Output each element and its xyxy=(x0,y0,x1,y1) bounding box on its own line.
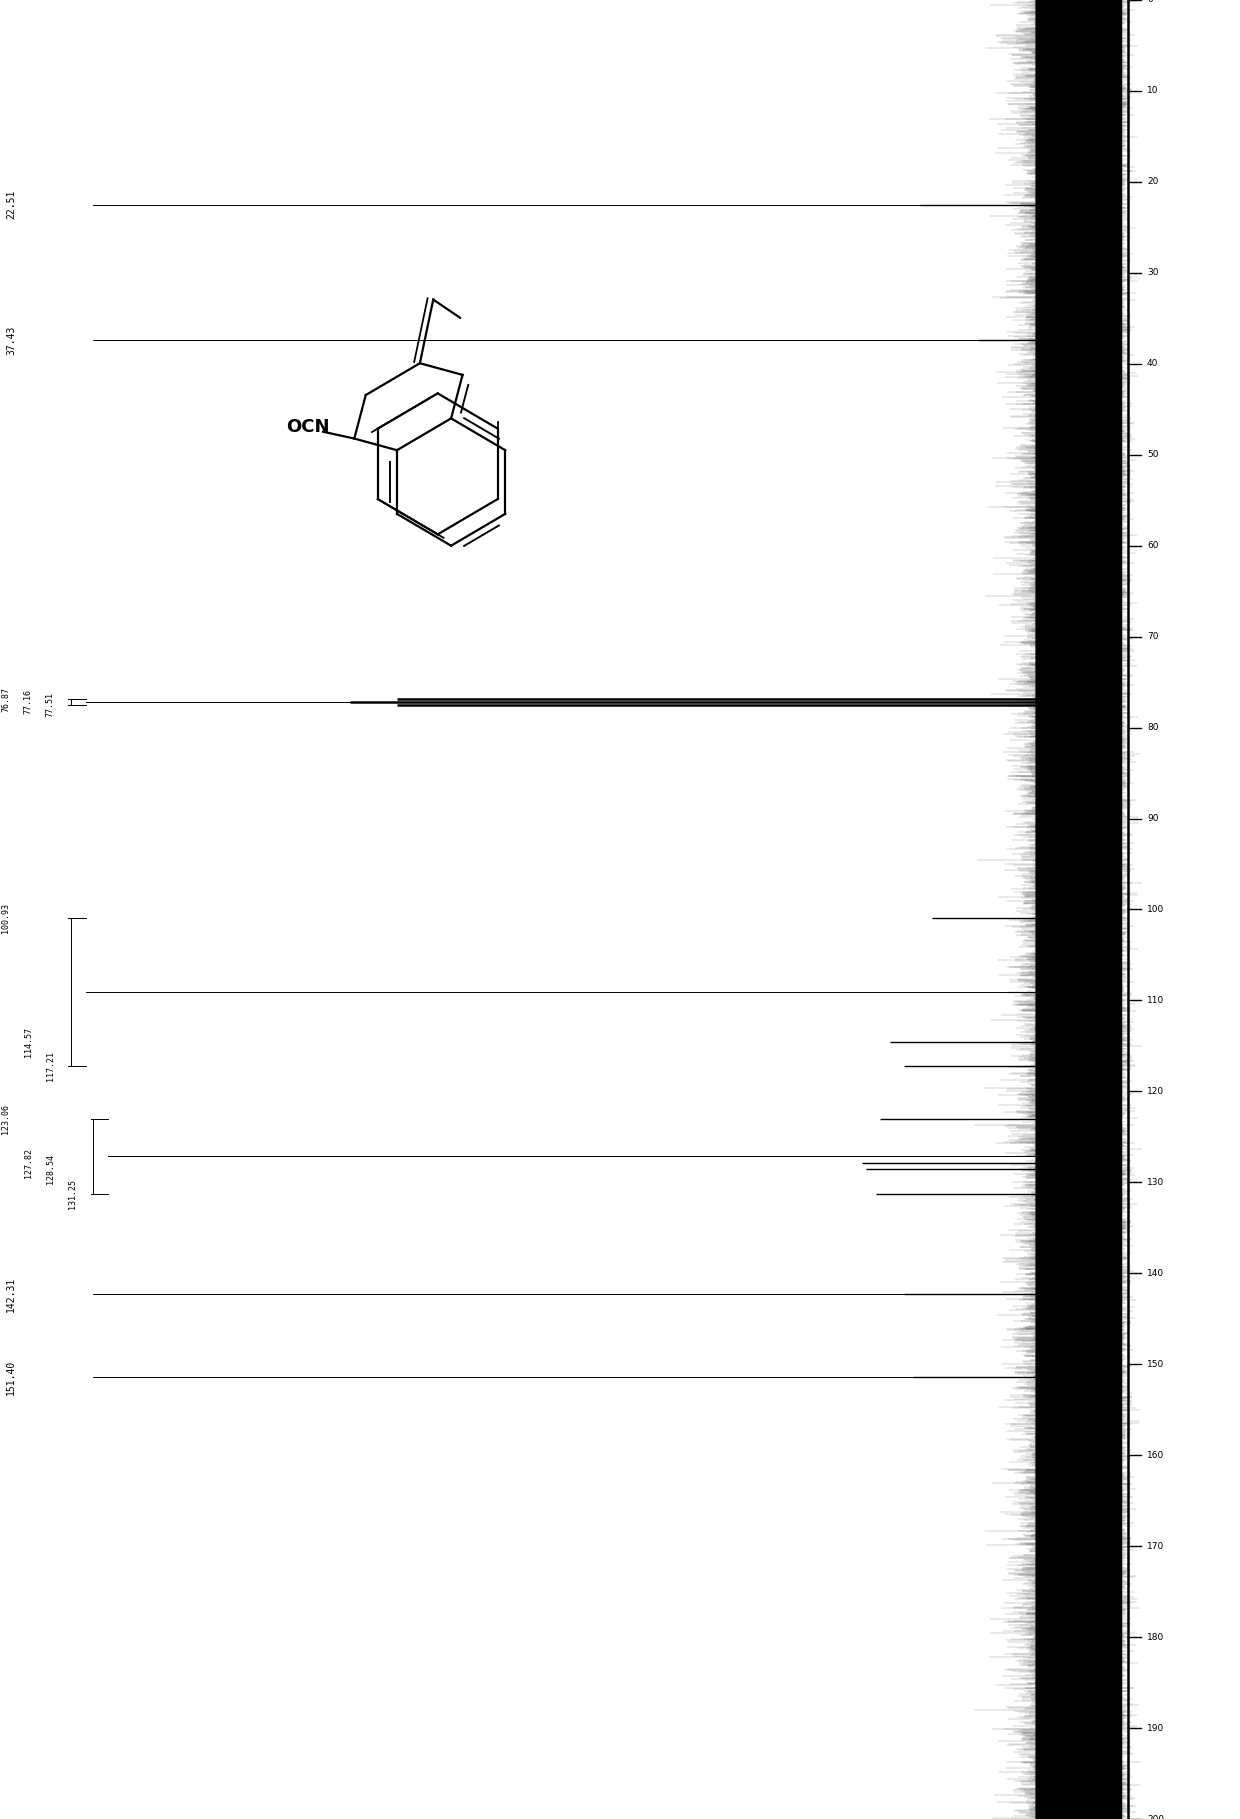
Text: 140: 140 xyxy=(1147,1270,1164,1277)
Text: 10: 10 xyxy=(1147,87,1158,95)
Text: 170: 170 xyxy=(1147,1543,1164,1550)
Text: 190: 190 xyxy=(1147,1724,1164,1732)
Text: 37.43: 37.43 xyxy=(6,326,16,355)
Text: 120: 120 xyxy=(1147,1088,1164,1095)
Text: 40: 40 xyxy=(1147,360,1158,367)
Text: 60: 60 xyxy=(1147,542,1158,549)
Text: 131.25: 131.25 xyxy=(68,1179,77,1208)
Text: 117.21: 117.21 xyxy=(46,1051,55,1080)
Text: 77.51: 77.51 xyxy=(46,693,55,717)
Text: 142.31: 142.31 xyxy=(6,1277,16,1311)
Text: 100.93: 100.93 xyxy=(1,902,10,933)
Text: 50: 50 xyxy=(1147,451,1158,458)
Text: 123.06: 123.06 xyxy=(1,1104,10,1135)
Text: 70: 70 xyxy=(1147,633,1158,640)
Text: 127.82: 127.82 xyxy=(24,1148,32,1177)
Text: 30: 30 xyxy=(1147,269,1158,276)
Text: 180: 180 xyxy=(1147,1633,1164,1641)
Text: 100: 100 xyxy=(1147,906,1164,913)
Text: 114.57: 114.57 xyxy=(24,1028,32,1057)
Text: 80: 80 xyxy=(1147,724,1158,731)
Text: 22.51: 22.51 xyxy=(6,189,16,220)
Text: 90: 90 xyxy=(1147,815,1158,822)
Text: 130: 130 xyxy=(1147,1179,1164,1186)
Text: 128.54: 128.54 xyxy=(46,1153,55,1184)
Text: 150: 150 xyxy=(1147,1361,1164,1368)
Text: 0: 0 xyxy=(1147,0,1153,4)
Text: 110: 110 xyxy=(1147,997,1164,1004)
Text: 151.40: 151.40 xyxy=(6,1359,16,1395)
Text: 20: 20 xyxy=(1147,178,1158,186)
Text: OCN: OCN xyxy=(285,418,329,437)
Text: 77.16: 77.16 xyxy=(24,689,32,715)
Text: 200: 200 xyxy=(1147,1815,1164,1819)
Text: 160: 160 xyxy=(1147,1452,1164,1459)
Text: 76.87: 76.87 xyxy=(1,686,10,711)
